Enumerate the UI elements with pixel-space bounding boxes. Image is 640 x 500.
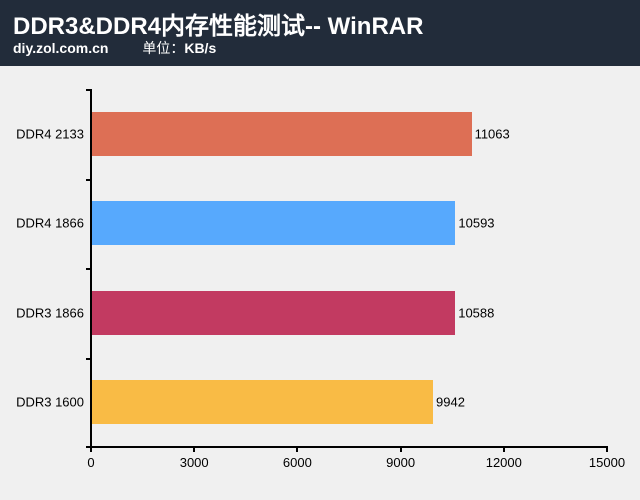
y-axis-tick (86, 89, 91, 91)
y-axis (90, 89, 92, 448)
bar-chart: 0 3000 6000 9000 12000 15000 DDR4 2133 11063 DDR… (0, 66, 640, 500)
x-axis-tick (606, 446, 608, 452)
x-axis-tick-label: 15000 (588, 455, 626, 470)
bar-value-label: 10593 (458, 215, 495, 231)
y-axis-tick (86, 446, 91, 448)
x-axis-tick-label: 9000 (386, 455, 416, 470)
y-axis-category-label: DDR3 1600 (16, 394, 84, 410)
x-axis-tick-label: 3000 (179, 455, 209, 470)
y-axis-category-label: DDR4 2133 (16, 126, 84, 142)
bar-ddr4-1866 (92, 201, 456, 246)
y-axis-category-label: DDR3 1866 (16, 305, 84, 321)
x-axis-tick (399, 446, 402, 452)
x-axis-tick (193, 446, 196, 452)
y-axis-tick (86, 178, 91, 181)
source-label: diy.zol.com.cn (13, 40, 109, 56)
y-axis-tick (86, 357, 91, 360)
bar-value-label: 11063 (474, 126, 510, 142)
bar-value-label: 9942 (436, 394, 465, 410)
bar-ddr4-2133 (92, 111, 472, 156)
chart-header: DDR3&DDR4内存性能测试-- WinRAR diy.zol.com.cn … (0, 0, 640, 66)
chart-title: DDR3&DDR4内存性能测试-- WinRAR (13, 13, 424, 40)
x-axis-tick-label: 12000 (485, 455, 522, 470)
unit-label: 单位： (142, 40, 185, 56)
x-axis-tick (296, 446, 299, 452)
bar-value-label: 10588 (458, 305, 495, 321)
unit-value: KB/s (184, 40, 217, 56)
unit-info: 单位：KB/s (142, 40, 216, 56)
bar-ddr3-1866 (92, 290, 456, 335)
y-axis-category-label: DDR4 1866 (16, 215, 84, 231)
x-axis-tick-label: 6000 (282, 455, 312, 470)
y-axis-tick (86, 268, 91, 270)
x-axis (86, 446, 608, 448)
x-axis-tick (90, 446, 92, 452)
x-axis-tick-label: 0 (87, 455, 95, 470)
chart-subtitle: diy.zol.com.cn 单位：KB/s (13, 38, 216, 58)
x-axis-tick (502, 446, 505, 452)
bar-ddr3-1600 (92, 380, 433, 425)
